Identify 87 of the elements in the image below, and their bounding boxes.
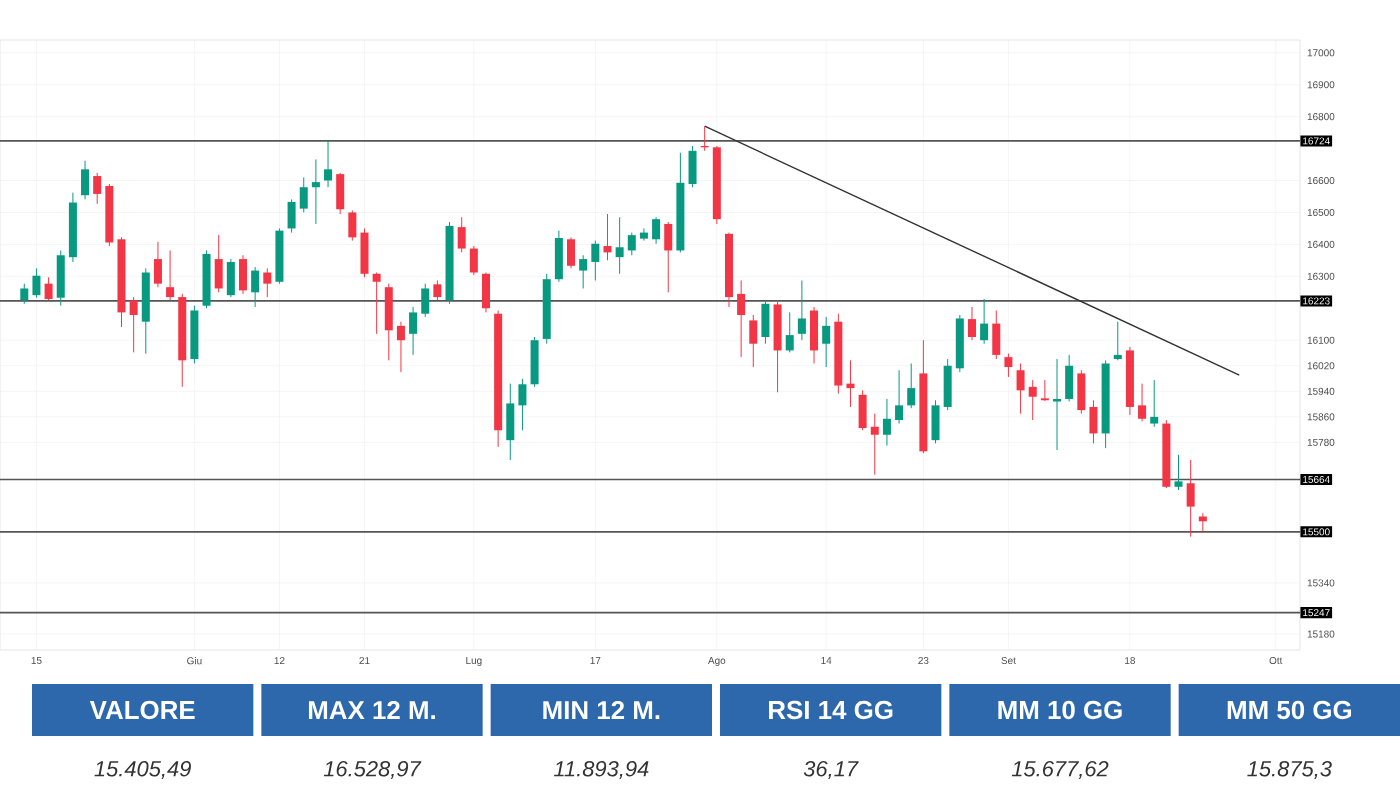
candlestick [1138, 383, 1147, 422]
candlestick [639, 227, 648, 242]
candlestick [1089, 399, 1098, 444]
candlestick [749, 314, 758, 368]
candlestick [530, 336, 539, 388]
text: 15.405,49 [94, 760, 191, 780]
candlestick [992, 310, 1001, 360]
candlestick [481, 272, 490, 313]
candlestick [506, 383, 515, 461]
candlestick [518, 378, 527, 431]
candlestick [251, 266, 260, 308]
candlestick [1150, 379, 1159, 428]
candlestick [56, 249, 65, 307]
category-label: MM 10 GG [998, 700, 1122, 720]
candlestick [263, 267, 272, 298]
candlestick [591, 240, 600, 281]
candlestick [1113, 321, 1122, 361]
candlestick [615, 216, 624, 275]
candlestick [396, 321, 405, 373]
candlestick [1028, 379, 1037, 421]
candlestick [81, 160, 90, 200]
category-label: VALORE [89, 700, 195, 720]
candlestick [785, 311, 794, 353]
candlestick [810, 306, 819, 365]
candlestick [372, 272, 381, 335]
candlestick [627, 232, 636, 256]
candlestick [1077, 369, 1086, 415]
candlestick [579, 254, 588, 289]
candlestick [44, 276, 53, 301]
candlestick [895, 369, 904, 425]
candlestick [737, 279, 746, 358]
candlestick [797, 279, 806, 341]
candlestick [166, 249, 175, 301]
candlestick [1016, 363, 1025, 415]
candlestick [129, 296, 138, 353]
candlestick [603, 213, 612, 261]
candlestick [1053, 358, 1062, 451]
candlestick [931, 399, 940, 444]
text: 16.528,97 [323, 760, 422, 780]
candlestick [214, 234, 223, 293]
candlestick [1065, 354, 1074, 403]
candlestick [1186, 459, 1195, 538]
candlestick [299, 176, 308, 213]
candlestick [238, 254, 247, 295]
candlestick [348, 210, 357, 242]
category-label: RSI 14 GG [769, 700, 893, 720]
candlestick [688, 145, 697, 188]
candlestick [457, 216, 466, 253]
candlestick [311, 158, 320, 225]
candlestick [1174, 454, 1183, 491]
candlestick [433, 279, 442, 301]
candlestick [384, 283, 393, 361]
text: 15.677,62 [1011, 760, 1109, 780]
candlestick [324, 140, 333, 188]
candlestick [409, 306, 418, 356]
candlestick [554, 230, 563, 283]
candlestick [1040, 379, 1049, 402]
text: 36,17 [803, 760, 859, 780]
category-label: MAX 12 M. [308, 700, 435, 720]
candlestick [870, 413, 879, 476]
candlestick [469, 245, 478, 276]
candlestick [226, 258, 235, 298]
category-label: MM 50 GG [1227, 700, 1352, 720]
candlestick [664, 221, 673, 293]
candlestick [360, 227, 369, 278]
candlestick [773, 299, 782, 393]
candlestick [907, 363, 916, 409]
candlestick [93, 172, 102, 205]
candlestick [967, 306, 976, 341]
candlestick [287, 198, 296, 234]
text: 11.893,94 [553, 760, 649, 780]
candlestick [421, 283, 430, 318]
candlestick [943, 358, 952, 411]
candlestick [822, 316, 831, 368]
candlestick [652, 216, 661, 245]
candlestick [32, 267, 41, 299]
candlestick [153, 241, 162, 288]
candlestick [761, 299, 770, 345]
candlestick [980, 298, 989, 345]
candlestick [1004, 353, 1013, 378]
candlestick [336, 172, 345, 215]
candlestick [20, 283, 29, 305]
candlestick [882, 398, 891, 447]
text: 15.875,3 [1247, 760, 1332, 780]
category-label: MIN 12 M. [543, 700, 660, 720]
candlestick [858, 389, 867, 431]
candlestick [567, 236, 576, 269]
